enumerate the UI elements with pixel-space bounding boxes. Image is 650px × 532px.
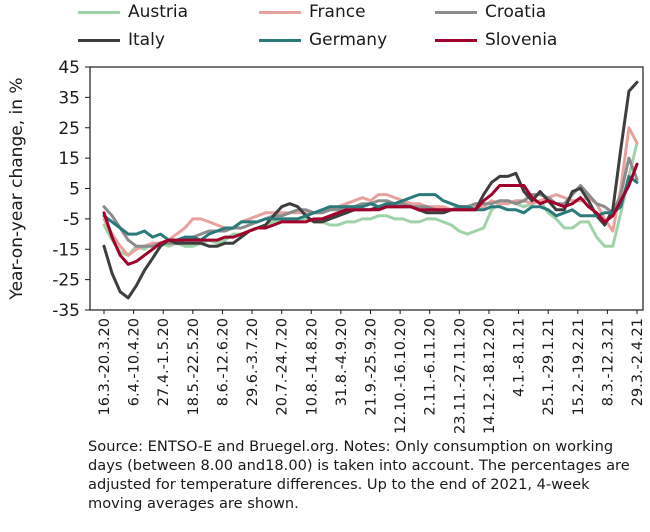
y-tick-label: 5 <box>69 180 80 200</box>
x-tick-label: 10.8.-14.8.20 <box>304 318 320 415</box>
legend: Austria France Croatia Italy Germany Slovenia <box>0 0 650 60</box>
x-tick-label: 8.6.-12.6.20 <box>215 318 231 406</box>
legend-swatch <box>435 10 477 14</box>
legend-item-italy: Italy <box>78 30 165 50</box>
legend-swatch <box>435 38 477 42</box>
chart-axes: 45 35 25 15 5 -5 -15 -25 -35 Year-on-year change,… <box>7 58 644 321</box>
line-chart: 45 35 25 15 5 -5 -15 -25 -35 Year-on-year change,… <box>7 58 646 434</box>
legend-label: Italy <box>128 30 165 50</box>
x-tick-label: 29.6.-3.7.20 <box>245 318 261 406</box>
x-tick-label: 12.10.-16.10.20 <box>393 318 409 434</box>
x-tick-label: 2.11.-6.11.20 <box>423 318 439 415</box>
legend-label: Slovenia <box>485 30 558 50</box>
x-tick-label: 6.4.-10.4.20 <box>127 318 143 406</box>
legend-swatch <box>259 10 301 14</box>
series-line-germany <box>102 174 639 242</box>
legend-label: Germany <box>309 30 388 50</box>
y-tick-label: 45 <box>58 58 80 78</box>
x-tick-label: 4.1.-8.1.21 <box>512 318 528 397</box>
x-tick-label: 18.5.-22.5.20 <box>186 318 202 415</box>
series-line-italy <box>102 80 639 300</box>
legend-label: France <box>309 2 366 22</box>
y-axis-title: Year-on-year change, in % <box>7 77 27 300</box>
legend-swatch <box>78 38 120 42</box>
y-tick-label: -35 <box>52 301 80 321</box>
x-tick-label: 15.2.-19.2.21 <box>571 318 587 415</box>
series-line-slovenia <box>102 162 639 266</box>
chart-series-lines <box>102 80 639 300</box>
legend-item-germany: Germany <box>259 30 387 50</box>
chart-labels: 16.3.-20.3.20 6.4.-10.4.20 27.4.-1.5.20 18.… <box>97 318 646 434</box>
x-tick-label: 21.9.-25.9.20 <box>364 318 380 415</box>
y-tick-label: -25 <box>52 271 80 291</box>
y-tick-label: -15 <box>52 240 80 260</box>
x-tick-label: 20.7.-24.7.20 <box>275 318 291 415</box>
legend-item-croatia: Croatia <box>435 2 546 22</box>
legend-item-france: France <box>259 2 366 22</box>
x-tick-label: 27.4.-1.5.20 <box>156 318 172 406</box>
series-line-austria <box>102 141 639 257</box>
x-tick-label: 16.3.-20.3.20 <box>97 318 113 415</box>
x-tick-label: 25.1.-29.1.21 <box>541 318 557 415</box>
x-tick-label: 31.8.-4.9.20 <box>334 318 350 406</box>
y-tick-label: 25 <box>58 119 80 139</box>
x-tick-label: 23.11.-27.11.20 <box>452 318 468 434</box>
plot-frame <box>89 66 644 311</box>
y-tick-label: -5 <box>63 210 80 230</box>
series-line-croatia <box>102 156 639 248</box>
y-tick-label: 35 <box>58 88 80 108</box>
legend-item-austria: Austria <box>78 2 188 22</box>
x-tick-label: 8.3.-12.3.21 <box>600 318 616 406</box>
x-tick-label: 14.12.-18.12.20 <box>482 318 498 434</box>
legend-swatch <box>78 10 120 14</box>
legend-item-slovenia: Slovenia <box>435 30 557 50</box>
legend-swatch <box>259 38 301 42</box>
x-tick-label: 29.3.-2.4.21 <box>630 318 646 406</box>
legend-label: Croatia <box>485 2 547 22</box>
source-note: Source: ENTSO-E and Bruegel.org. Notes: … <box>88 438 630 512</box>
y-tick-label: 15 <box>58 149 80 169</box>
legend-label: Austria <box>128 2 189 22</box>
